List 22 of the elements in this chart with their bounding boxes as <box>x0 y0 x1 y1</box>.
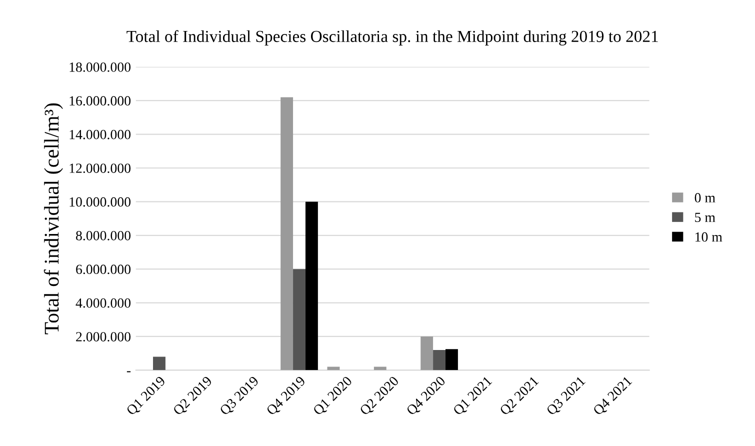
legend-label: 0 m <box>694 193 716 202</box>
bar <box>305 202 318 370</box>
y-tick-label: 16.000.000 <box>70 96 131 106</box>
y-tick-label: 6.000.000 <box>76 264 131 274</box>
y-tick-label: 14.000.000 <box>70 130 131 140</box>
y-tick-label: 10.000.000 <box>70 197 131 207</box>
bar <box>433 350 446 370</box>
legend-label: 10 m <box>696 232 722 242</box>
bar <box>153 356 166 370</box>
y-axis-title: Total of individual (cell/m³) <box>44 103 63 334</box>
bar <box>445 349 458 370</box>
y-tick-label: 4.000.000 <box>76 298 131 308</box>
y-tick-label: - <box>126 371 131 372</box>
y-tick-label: 18.000.000 <box>70 62 131 72</box>
bar <box>293 269 306 370</box>
y-tick-label: 8.000.000 <box>76 230 131 240</box>
bar <box>420 336 434 370</box>
y-tick-label: 12.000.000 <box>70 164 131 174</box>
chart-title: Total of Individual Species Oscillatoria sp. in the Midpoint during 2019 to 2021 <box>126 30 658 46</box>
y-tick-label: 2.000.000 <box>76 332 131 342</box>
bar <box>280 97 294 370</box>
legend-label: 5 m <box>695 212 716 222</box>
